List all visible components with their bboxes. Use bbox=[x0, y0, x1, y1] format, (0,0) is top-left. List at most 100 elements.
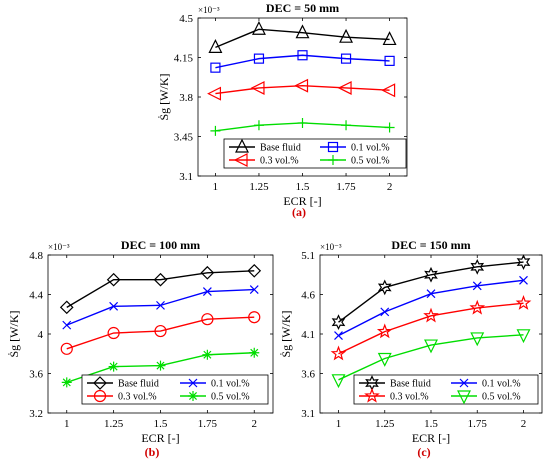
panel-label: (c) bbox=[417, 445, 430, 459]
data-point bbox=[253, 53, 265, 64]
legend-label: Base fluid bbox=[260, 143, 301, 154]
data-point bbox=[253, 120, 264, 131]
data-point bbox=[384, 122, 395, 133]
y-axis-label: Ṡg [W/K] bbox=[278, 311, 293, 358]
legend-marker bbox=[459, 378, 469, 388]
legend: Base fluid 0.1 vol.% 0.3 vol.% 0.5 vol.% bbox=[223, 138, 407, 169]
series bbox=[62, 285, 259, 330]
series bbox=[60, 311, 261, 355]
data-point bbox=[423, 307, 439, 323]
x-tick-label: 1 bbox=[336, 418, 342, 430]
data-point bbox=[330, 345, 347, 361]
data-point bbox=[294, 78, 309, 93]
data-point bbox=[207, 86, 222, 101]
data-point bbox=[248, 311, 261, 324]
series bbox=[59, 263, 262, 315]
data-point bbox=[339, 28, 354, 43]
series-line bbox=[215, 54, 390, 69]
legend-label: 0.5 vol.% bbox=[351, 156, 390, 167]
x-tick-label: 1.25 bbox=[249, 181, 269, 193]
chart-panel: DEC = 150 mm ×10⁻³ 3.1 3.6 4.1 4.6 5.1 1 1.25 1.5… bbox=[278, 238, 543, 459]
y-tick-label: 4.4 bbox=[29, 290, 43, 302]
y-axis-label: Ṡg [W/K] bbox=[156, 74, 171, 121]
panel-label: (a) bbox=[292, 205, 306, 219]
legend-marker bbox=[457, 390, 471, 405]
data-point bbox=[200, 265, 215, 280]
x-tick-label: 1.5 bbox=[296, 181, 310, 193]
chart-title: DEC = 150 mm bbox=[391, 238, 470, 252]
legend: Base fluid 0.1 vol.% 0.3 vol.% 0.5 vol.% bbox=[353, 374, 539, 405]
data-point bbox=[424, 266, 438, 283]
legend-marker bbox=[93, 389, 107, 403]
data-point bbox=[202, 287, 212, 296]
series bbox=[334, 275, 528, 341]
data-point bbox=[470, 332, 485, 347]
x-tick-label: 2 bbox=[521, 418, 527, 430]
y-tick-label: 4.1 bbox=[301, 329, 315, 341]
x-axis-label: ECR [-] bbox=[141, 431, 179, 445]
data-point bbox=[341, 120, 352, 131]
legend-box bbox=[81, 374, 269, 405]
data-point bbox=[377, 279, 392, 296]
y-tick-label: 4.15 bbox=[174, 53, 194, 65]
series bbox=[208, 20, 397, 53]
data-point bbox=[201, 313, 214, 326]
legend-box bbox=[353, 374, 539, 405]
data-point bbox=[515, 294, 532, 310]
data-point bbox=[519, 275, 528, 285]
data-point bbox=[337, 81, 352, 95]
data-point bbox=[208, 39, 223, 53]
x-tick-label: 2 bbox=[387, 181, 393, 193]
series-line bbox=[338, 302, 524, 355]
series bbox=[210, 117, 395, 136]
y-axis-label: Ṡg [W/K] bbox=[6, 311, 21, 358]
x-tick-label: 1.75 bbox=[198, 418, 218, 430]
series-line bbox=[338, 261, 524, 323]
x-tick-label: 1.75 bbox=[336, 181, 356, 193]
x-tick-label: 2 bbox=[252, 418, 258, 430]
y-tick-label: 4.5 bbox=[179, 13, 193, 25]
legend-label: 0.3 vol.% bbox=[260, 156, 299, 167]
data-point bbox=[247, 263, 262, 278]
legend-marker bbox=[328, 155, 338, 165]
legend-label: 0.3 vol.% bbox=[118, 392, 157, 403]
legend-marker bbox=[233, 153, 248, 167]
data-point bbox=[202, 349, 213, 360]
data-point bbox=[155, 360, 166, 371]
y-tick-label: 5.1 bbox=[301, 250, 315, 262]
y-tick-label: 4 bbox=[38, 329, 44, 341]
series bbox=[330, 294, 532, 361]
series-line bbox=[66, 270, 255, 308]
legend-label: 0.1 vol.% bbox=[482, 379, 521, 390]
panel-label: (b) bbox=[145, 445, 160, 459]
x-axis-label: ECR [-] bbox=[412, 431, 450, 445]
legend-marker bbox=[188, 391, 198, 401]
data-point bbox=[376, 323, 393, 339]
x-tick-label: 1.5 bbox=[154, 418, 168, 430]
data-point bbox=[469, 299, 486, 315]
data-point bbox=[340, 53, 352, 64]
series bbox=[207, 78, 396, 101]
y-tick-label: 4.8 bbox=[29, 250, 43, 262]
data-point bbox=[61, 377, 72, 388]
data-point bbox=[249, 285, 259, 294]
data-point bbox=[334, 331, 343, 341]
series bbox=[331, 329, 531, 389]
legend-box bbox=[223, 138, 407, 169]
series-line bbox=[215, 85, 390, 95]
data-point bbox=[210, 125, 221, 136]
legend-label: 0.1 vol.% bbox=[211, 379, 250, 390]
chart-panel: DEC = 100 mm ×10⁻³ 3.2 3.6 4 4.4 4.8 1 1.25 1.5 1.… bbox=[6, 238, 274, 459]
data-point bbox=[380, 307, 390, 317]
y-tick-label: 3.8 bbox=[179, 92, 193, 104]
y-exponent-label: ×10⁻³ bbox=[198, 5, 220, 15]
data-point bbox=[331, 374, 346, 389]
data-point bbox=[250, 81, 265, 95]
data-point bbox=[109, 301, 119, 311]
series-line bbox=[215, 28, 390, 48]
data-point bbox=[297, 117, 308, 128]
data-point bbox=[60, 342, 73, 355]
data-point bbox=[251, 20, 266, 35]
legend-label: Base fluid bbox=[118, 379, 159, 390]
